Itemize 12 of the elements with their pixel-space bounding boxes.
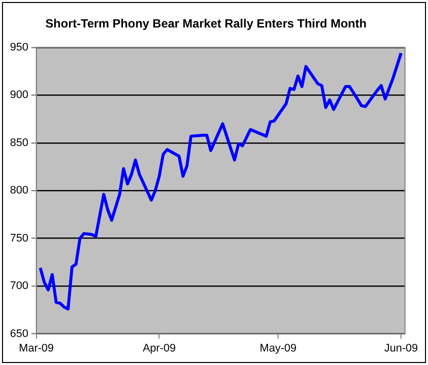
y-tick-label: 850 [10,136,28,149]
x-tick-label: Apr-09 [142,342,176,354]
y-tick-label: 750 [10,232,28,244]
y-tick-label: 800 [10,184,28,197]
y-tick-label: 700 [10,280,28,292]
y-tick-label: 950 [10,41,28,54]
chart-title: Short-Term Phony Bear Market Rally Enters Third Month [45,16,367,31]
y-tick-label: 650 [10,328,28,340]
x-tick-label: Jun-09 [384,342,418,354]
x-tick-label: Mar-09 [18,342,54,354]
y-tick-label: 900 [10,89,28,102]
x-tick-label: May-09 [260,342,296,354]
